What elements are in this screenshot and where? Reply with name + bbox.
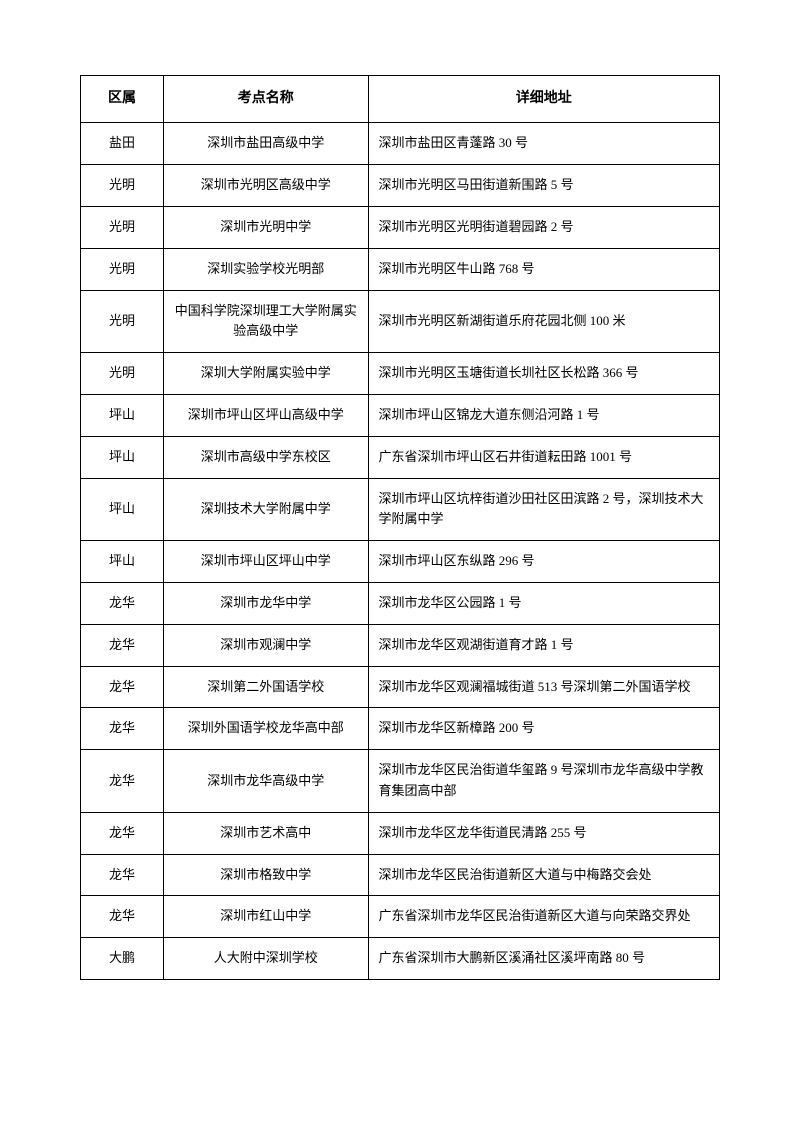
cell-address: 深圳市龙华区观澜福城街道 513 号深圳第二外国语学校 [368, 666, 719, 708]
header-name: 考点名称 [164, 76, 368, 123]
header-address: 详细地址 [368, 76, 719, 123]
header-district: 区属 [81, 76, 164, 123]
table-row: 大鹏人大附中深圳学校广东省深圳市大鹏新区溪涌社区溪坪南路 80 号 [81, 938, 720, 980]
cell-address: 深圳市光明区牛山路 768 号 [368, 248, 719, 290]
cell-name: 深圳大学附属实验中学 [164, 353, 368, 395]
cell-district: 光明 [81, 248, 164, 290]
cell-district: 大鹏 [81, 938, 164, 980]
cell-district: 光明 [81, 353, 164, 395]
table-row: 龙华深圳市龙华中学深圳市龙华区公园路 1 号 [81, 582, 720, 624]
cell-district: 龙华 [81, 812, 164, 854]
cell-address: 深圳市龙华区龙华街道民清路 255 号 [368, 812, 719, 854]
cell-address: 深圳市龙华区观湖街道育才路 1 号 [368, 624, 719, 666]
table-row: 龙华深圳市观澜中学深圳市龙华区观湖街道育才路 1 号 [81, 624, 720, 666]
table-row: 坪山深圳技术大学附属中学深圳市坪山区坑梓街道沙田社区田滨路 2 号，深圳技术大学… [81, 478, 720, 541]
cell-address: 深圳市坪山区东纵路 296 号 [368, 541, 719, 583]
table-row: 龙华深圳市红山中学广东省深圳市龙华区民治街道新区大道与向荣路交界处 [81, 896, 720, 938]
exam-sites-table: 区属 考点名称 详细地址 盐田深圳市盐田高级中学深圳市盐田区青蓬路 30 号 光… [80, 75, 720, 980]
table-row: 坪山深圳市坪山区坪山高级中学深圳市坪山区锦龙大道东侧沿河路 1 号 [81, 394, 720, 436]
cell-address: 深圳市龙华区民治街道华玺路 9 号深圳市龙华高级中学教育集团高中部 [368, 750, 719, 813]
cell-address: 广东省深圳市坪山区石井街道耘田路 1001 号 [368, 436, 719, 478]
cell-district: 坪山 [81, 541, 164, 583]
cell-address: 深圳市盐田区青蓬路 30 号 [368, 123, 719, 165]
cell-name: 人大附中深圳学校 [164, 938, 368, 980]
cell-district: 坪山 [81, 394, 164, 436]
cell-district: 坪山 [81, 436, 164, 478]
table-row: 盐田深圳市盐田高级中学深圳市盐田区青蓬路 30 号 [81, 123, 720, 165]
cell-district: 龙华 [81, 854, 164, 896]
cell-name: 深圳市光明区高级中学 [164, 165, 368, 207]
cell-district: 光明 [81, 206, 164, 248]
cell-district: 龙华 [81, 624, 164, 666]
table-row: 光明中国科学院深圳理工大学附属实验高级中学深圳市光明区新湖街道乐府花园北侧 10… [81, 290, 720, 353]
cell-district: 坪山 [81, 478, 164, 541]
cell-name: 深圳市坪山区坪山中学 [164, 541, 368, 583]
table-row: 龙华深圳市艺术高中深圳市龙华区龙华街道民清路 255 号 [81, 812, 720, 854]
cell-address: 广东省深圳市大鹏新区溪涌社区溪坪南路 80 号 [368, 938, 719, 980]
cell-district: 龙华 [81, 896, 164, 938]
cell-name: 深圳市格致中学 [164, 854, 368, 896]
cell-district: 龙华 [81, 582, 164, 624]
cell-name: 深圳技术大学附属中学 [164, 478, 368, 541]
cell-district: 光明 [81, 290, 164, 353]
cell-address: 深圳市坪山区坑梓街道沙田社区田滨路 2 号，深圳技术大学附属中学 [368, 478, 719, 541]
cell-district: 龙华 [81, 750, 164, 813]
table-row: 坪山深圳市高级中学东校区广东省深圳市坪山区石井街道耘田路 1001 号 [81, 436, 720, 478]
cell-address: 深圳市坪山区锦龙大道东侧沿河路 1 号 [368, 394, 719, 436]
table-row: 光明深圳市光明区高级中学深圳市光明区马田街道新围路 5 号 [81, 165, 720, 207]
cell-name: 深圳市红山中学 [164, 896, 368, 938]
cell-name: 深圳外国语学校龙华高中部 [164, 708, 368, 750]
table-row: 龙华深圳市龙华高级中学深圳市龙华区民治街道华玺路 9 号深圳市龙华高级中学教育集… [81, 750, 720, 813]
cell-address: 深圳市光明区马田街道新围路 5 号 [368, 165, 719, 207]
cell-name: 深圳市高级中学东校区 [164, 436, 368, 478]
table-row: 光明深圳大学附属实验中学深圳市光明区玉塘街道长圳社区长松路 366 号 [81, 353, 720, 395]
table-row: 光明深圳实验学校光明部深圳市光明区牛山路 768 号 [81, 248, 720, 290]
cell-name: 深圳市龙华中学 [164, 582, 368, 624]
cell-address: 深圳市光明区新湖街道乐府花园北侧 100 米 [368, 290, 719, 353]
table-row: 龙华深圳第二外国语学校深圳市龙华区观澜福城街道 513 号深圳第二外国语学校 [81, 666, 720, 708]
cell-name: 深圳实验学校光明部 [164, 248, 368, 290]
cell-address: 广东省深圳市龙华区民治街道新区大道与向荣路交界处 [368, 896, 719, 938]
cell-district: 龙华 [81, 708, 164, 750]
table-header-row: 区属 考点名称 详细地址 [81, 76, 720, 123]
cell-name: 深圳市坪山区坪山高级中学 [164, 394, 368, 436]
cell-district: 盐田 [81, 123, 164, 165]
table-body: 盐田深圳市盐田高级中学深圳市盐田区青蓬路 30 号 光明深圳市光明区高级中学深圳… [81, 123, 720, 980]
cell-name: 深圳市龙华高级中学 [164, 750, 368, 813]
cell-district: 龙华 [81, 666, 164, 708]
cell-address: 深圳市龙华区公园路 1 号 [368, 582, 719, 624]
cell-address: 深圳市龙华区民治街道新区大道与中梅路交会处 [368, 854, 719, 896]
cell-name: 深圳市艺术高中 [164, 812, 368, 854]
table-row: 龙华深圳外国语学校龙华高中部深圳市龙华区新樟路 200 号 [81, 708, 720, 750]
cell-district: 光明 [81, 165, 164, 207]
cell-address: 深圳市龙华区新樟路 200 号 [368, 708, 719, 750]
cell-name: 深圳市盐田高级中学 [164, 123, 368, 165]
cell-name: 中国科学院深圳理工大学附属实验高级中学 [164, 290, 368, 353]
table-row: 龙华深圳市格致中学深圳市龙华区民治街道新区大道与中梅路交会处 [81, 854, 720, 896]
cell-address: 深圳市光明区光明街道碧园路 2 号 [368, 206, 719, 248]
cell-name: 深圳市观澜中学 [164, 624, 368, 666]
cell-address: 深圳市光明区玉塘街道长圳社区长松路 366 号 [368, 353, 719, 395]
cell-name: 深圳第二外国语学校 [164, 666, 368, 708]
table-row: 坪山深圳市坪山区坪山中学深圳市坪山区东纵路 296 号 [81, 541, 720, 583]
cell-name: 深圳市光明中学 [164, 206, 368, 248]
table-row: 光明深圳市光明中学深圳市光明区光明街道碧园路 2 号 [81, 206, 720, 248]
